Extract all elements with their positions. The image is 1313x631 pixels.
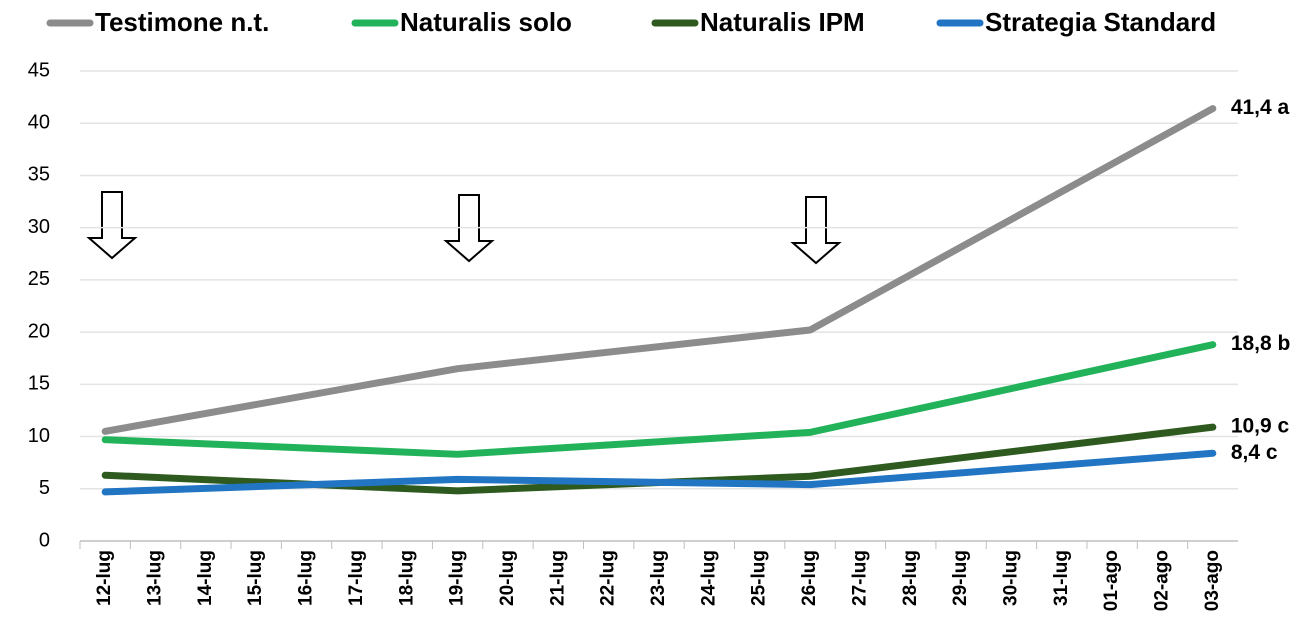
data-label: 18,8 b	[1231, 332, 1291, 355]
series-line	[101, 449, 1217, 496]
x-tick-label: 21-lug	[547, 550, 568, 606]
x-tick-label: 03-ago	[1202, 550, 1223, 611]
legend-label: Naturalis solo	[400, 7, 572, 37]
data-label: 8,4 c	[1231, 441, 1278, 464]
plot: 0 5 10 15 20 25 30 35 40 45 12-lug 13-lug 14-lug 15-l…	[28, 7, 1291, 611]
x-tick-label: 12-lug	[94, 550, 115, 606]
x-tick-label: 01-ago	[1101, 550, 1122, 611]
y-tick-label: 30	[28, 216, 50, 238]
arrow	[790, 196, 842, 265]
y-tick-label: 25	[28, 268, 50, 290]
x-tick-label: 17-lug	[346, 550, 367, 606]
x-tick-label: 20-lug	[497, 550, 518, 606]
y-tick-label: 40	[28, 112, 50, 134]
x-tick-label: 14-lug	[195, 550, 216, 606]
series-line	[101, 341, 1217, 458]
x-tick-label: 15-lug	[245, 550, 266, 606]
x-tick-label: 13-lug	[145, 550, 166, 606]
legend-label: Naturalis IPM	[700, 7, 865, 37]
x-tick-label: 19-lug	[447, 550, 468, 606]
x-tick-label: 16-lug	[296, 550, 317, 606]
legend-label: Testimone n.t.	[95, 7, 269, 37]
legend-label: Strategia Standard	[985, 7, 1216, 37]
y-tick-label: 10	[28, 425, 50, 447]
x-tick-label: 23-lug	[648, 550, 669, 606]
y-tick-label: 15	[28, 373, 50, 395]
x-tick-label: 28-lug	[900, 550, 921, 606]
x-tick-label: 26-lug	[799, 550, 820, 606]
series-line	[101, 105, 1217, 435]
x-tick-label: 18-lug	[396, 550, 417, 606]
x-tick-label: 31-lug	[1051, 550, 1072, 606]
y-tick-label: 20	[28, 320, 50, 342]
arrow	[86, 191, 138, 260]
y-tick-label: 35	[28, 164, 50, 186]
y-tick-label: 0	[39, 529, 50, 551]
x-tick-label: 25-lug	[749, 550, 770, 606]
data-label: 10,9 c	[1231, 415, 1290, 438]
x-tick-label: 30-lug	[1000, 550, 1021, 606]
data-label: 41,4 a	[1231, 96, 1290, 119]
x-tick-label: 24-lug	[698, 550, 719, 606]
y-tick-label: 5	[39, 477, 50, 499]
x-tick-label: 27-lug	[849, 550, 870, 606]
y-tick-label: 45	[28, 59, 50, 81]
x-tick-label: 02-ago	[1151, 550, 1172, 611]
x-tick-label: 29-lug	[950, 550, 971, 606]
x-tick-label: 22-lug	[598, 550, 619, 606]
